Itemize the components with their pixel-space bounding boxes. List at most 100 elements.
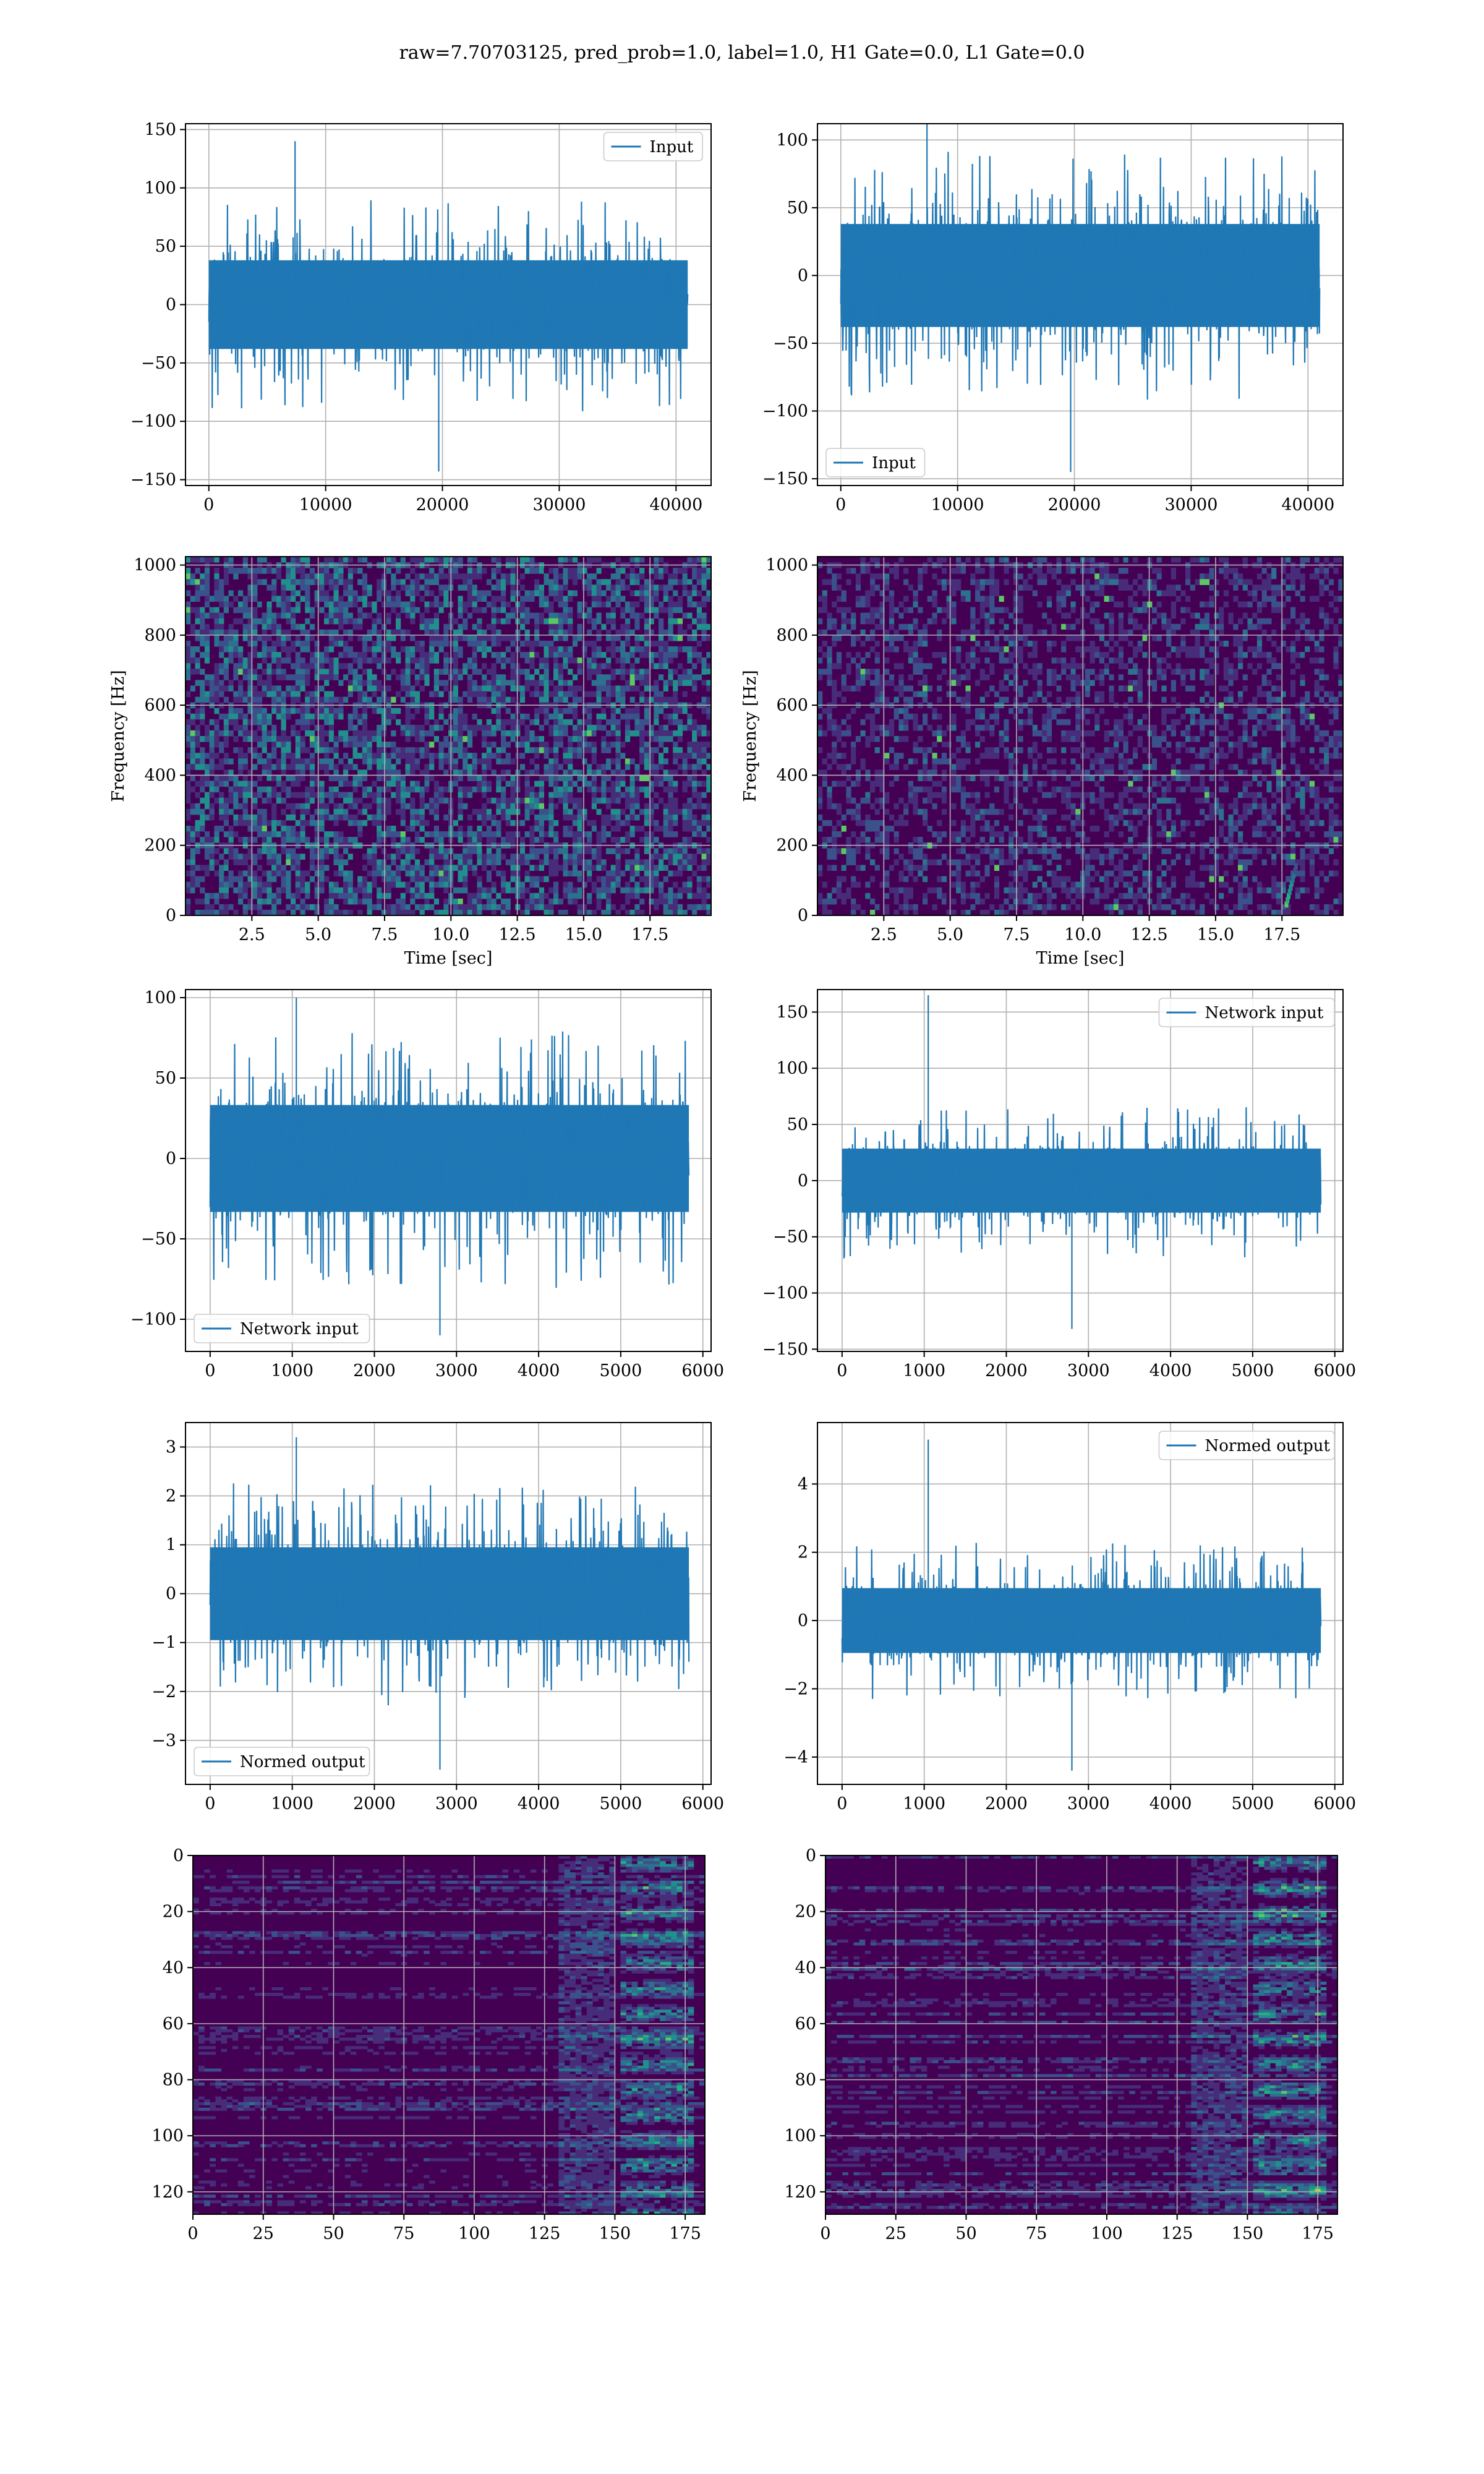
heatmap-cell xyxy=(343,674,349,680)
heatmap-cell xyxy=(233,747,239,753)
heatmap-cell xyxy=(654,865,659,871)
heatmap-cell xyxy=(654,685,659,691)
heatmap-cell xyxy=(817,826,823,832)
heatmap-cell xyxy=(214,640,220,647)
heatmap-cell xyxy=(606,747,612,753)
heatmap-cell xyxy=(870,612,876,619)
heatmap-cell xyxy=(424,607,430,614)
heatmap-cell xyxy=(238,781,244,787)
heatmap-cell xyxy=(219,747,224,753)
heatmap-cell xyxy=(553,898,559,905)
heatmap-cell xyxy=(429,870,435,877)
heatmap-cell xyxy=(281,758,286,764)
heatmap-cell xyxy=(348,837,353,843)
heatmap-cell xyxy=(587,876,592,883)
heatmap-cell xyxy=(300,764,305,770)
heatmap-cell xyxy=(860,837,866,843)
heatmap-cell xyxy=(668,781,673,787)
heatmap-cell xyxy=(539,803,544,810)
heatmap-cell xyxy=(558,736,563,742)
heatmap-cell xyxy=(706,713,712,720)
heatmap-cell xyxy=(305,579,310,585)
heatmap-cell xyxy=(817,691,823,698)
heatmap-cell xyxy=(324,674,330,680)
heatmap-cell xyxy=(338,781,344,787)
heatmap-cell xyxy=(673,758,678,764)
heatmap-cell xyxy=(687,781,693,787)
heatmap-cell xyxy=(610,646,616,653)
heatmap-cell xyxy=(553,674,559,680)
heatmap-cell xyxy=(214,837,220,843)
heatmap-cell xyxy=(577,724,582,731)
heatmap-cell xyxy=(687,724,693,731)
heatmap-cell xyxy=(424,579,430,585)
heatmap-cell xyxy=(472,623,477,630)
heatmap-cell xyxy=(396,629,401,636)
heatmap-cell xyxy=(615,859,621,865)
heatmap-cell xyxy=(333,573,339,580)
heatmap-cell xyxy=(491,820,497,826)
heatmap-cell xyxy=(572,797,578,804)
heatmap-cell xyxy=(281,657,286,664)
heatmap-cell xyxy=(238,758,244,764)
heatmap-cell xyxy=(634,870,640,877)
heatmap-cell xyxy=(553,803,559,810)
heatmap-cell xyxy=(486,719,492,726)
heatmap-cell xyxy=(870,719,876,726)
heatmap-cell xyxy=(271,775,277,781)
heatmap-cell xyxy=(539,618,544,625)
heatmap-cell xyxy=(267,758,272,764)
heatmap-cell xyxy=(874,708,880,714)
heatmap-cell xyxy=(262,764,267,770)
heatmap-cell xyxy=(333,909,339,916)
heatmap-cell xyxy=(822,881,827,888)
heatmap-cell xyxy=(865,892,871,899)
heatmap-cell xyxy=(247,848,253,854)
heatmap-cell xyxy=(477,848,482,854)
heatmap-cell xyxy=(400,820,406,826)
heatmap-cell xyxy=(496,803,501,810)
heatmap-cell xyxy=(262,724,267,731)
heatmap-cell xyxy=(673,652,678,658)
heatmap-cell xyxy=(486,724,492,731)
heatmap-cell xyxy=(300,629,305,636)
heatmap-cell xyxy=(433,865,439,871)
heatmap-cell xyxy=(458,909,463,916)
heatmap-cell xyxy=(706,696,712,703)
heatmap-cell xyxy=(610,590,616,596)
heatmap-cell xyxy=(496,584,501,591)
heatmap-cell xyxy=(228,601,234,608)
heatmap-cell xyxy=(333,786,339,793)
heatmap-cell xyxy=(596,663,602,669)
heatmap-cell xyxy=(252,797,258,804)
heatmap-cell xyxy=(553,859,559,865)
heatmap-cell xyxy=(510,696,516,703)
heatmap-cell xyxy=(587,629,592,636)
heatmap-cell xyxy=(410,870,416,877)
heatmap-cell xyxy=(496,758,501,764)
heatmap-cell xyxy=(433,596,439,602)
heatmap-cell xyxy=(391,792,396,798)
heatmap-cell xyxy=(548,724,554,731)
heatmap-cell xyxy=(634,557,640,563)
heatmap-cell xyxy=(491,859,497,865)
heatmap-cell xyxy=(696,568,702,574)
heatmap-cell xyxy=(271,904,277,910)
heatmap-cell xyxy=(696,607,702,614)
heatmap-cell xyxy=(242,904,248,910)
heatmap-cell xyxy=(267,730,272,737)
heatmap-cell xyxy=(587,769,592,776)
heatmap-cell xyxy=(524,904,530,910)
heatmap-cell xyxy=(529,848,535,854)
heatmap-cell xyxy=(496,640,501,647)
heatmap-cell xyxy=(305,590,310,596)
heatmap-cell xyxy=(629,669,635,675)
heatmap-cell xyxy=(548,909,554,916)
heatmap-cell xyxy=(276,792,281,798)
heatmap-cell xyxy=(200,898,205,905)
heatmap-cell xyxy=(247,568,253,574)
heatmap-cell xyxy=(214,797,220,804)
heatmap-cell xyxy=(381,865,386,871)
x-tick-label: 40000 xyxy=(1281,495,1334,515)
heatmap-cell xyxy=(410,669,416,675)
